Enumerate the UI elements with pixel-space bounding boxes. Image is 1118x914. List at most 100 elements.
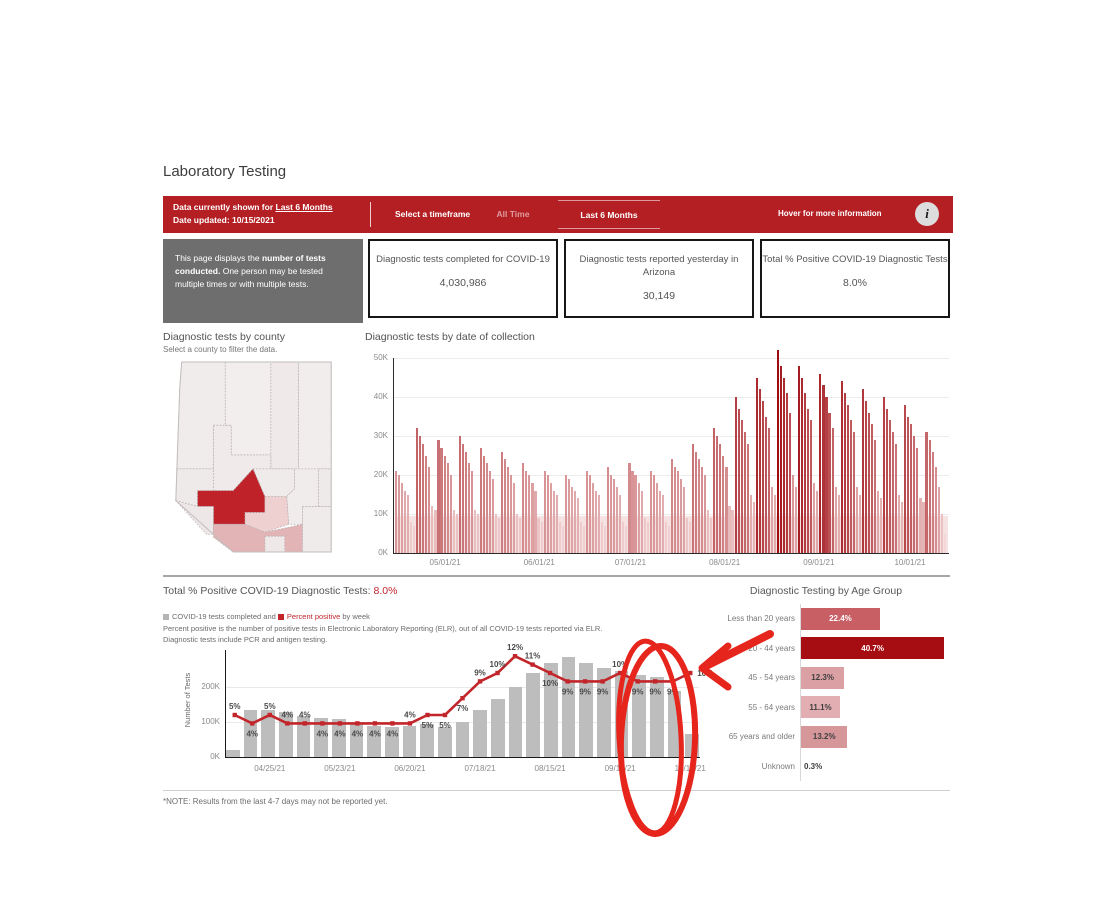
- daily-bar[interactable]: [473, 510, 476, 553]
- daily-bar[interactable]: [937, 486, 940, 553]
- daily-bar[interactable]: [704, 475, 707, 553]
- daily-bar[interactable]: [601, 521, 604, 553]
- daily-bar[interactable]: [467, 463, 470, 553]
- daily-bar[interactable]: [628, 463, 631, 553]
- daily-bar[interactable]: [558, 521, 561, 553]
- daily-bar[interactable]: [649, 471, 652, 553]
- percent-positive-point[interactable]: [495, 670, 500, 676]
- daily-bar[interactable]: [716, 436, 719, 553]
- daily-bar[interactable]: [561, 525, 564, 553]
- percent-positive-point[interactable]: [530, 662, 535, 667]
- county-greenlee[interactable]: [317, 468, 332, 507]
- daily-bar[interactable]: [464, 451, 467, 553]
- daily-bar[interactable]: [786, 393, 789, 553]
- weekly-tests-bar[interactable]: [402, 726, 417, 757]
- daily-bar[interactable]: [543, 471, 546, 553]
- daily-bar[interactable]: [492, 478, 495, 553]
- daily-bar[interactable]: [867, 412, 870, 553]
- daily-bar[interactable]: [737, 408, 740, 553]
- tab-all-time[interactable]: All Time: [496, 209, 530, 219]
- weekly-tests-bar[interactable]: [420, 723, 434, 757]
- daily-bar[interactable]: [767, 428, 770, 553]
- weekly-tests-bar[interactable]: [261, 709, 275, 757]
- daily-bar[interactable]: [643, 517, 646, 553]
- daily-bar[interactable]: [901, 502, 904, 553]
- daily-bar[interactable]: [598, 494, 601, 553]
- daily-bar[interactable]: [861, 389, 864, 553]
- daily-bar[interactable]: [658, 490, 661, 553]
- daily-bar[interactable]: [876, 490, 880, 553]
- age-bar[interactable]: 40.7%: [801, 637, 945, 660]
- daily-bar[interactable]: [579, 521, 582, 553]
- daily-bar[interactable]: [804, 393, 807, 553]
- daily-bar[interactable]: [619, 494, 622, 553]
- daily-bar[interactable]: [789, 412, 792, 553]
- daily-bar[interactable]: [582, 525, 586, 553]
- daily-bar[interactable]: [676, 471, 679, 553]
- daily-bar[interactable]: [831, 428, 834, 553]
- daily-bar[interactable]: [819, 373, 822, 553]
- daily-bar[interactable]: [555, 494, 558, 553]
- daily-bar[interactable]: [913, 436, 916, 553]
- daily-bar[interactable]: [528, 475, 531, 553]
- daily-bar[interactable]: [640, 490, 643, 553]
- daily-bar[interactable]: [416, 428, 419, 553]
- tab-last-6-months[interactable]: Last 6 Months: [558, 200, 660, 229]
- daily-bar[interactable]: [707, 510, 710, 553]
- daily-bar[interactable]: [589, 475, 592, 553]
- daily-bar[interactable]: [570, 486, 573, 553]
- daily-bar[interactable]: [698, 459, 701, 553]
- daily-bar[interactable]: [549, 482, 552, 553]
- weekly-tests-bar[interactable]: [385, 727, 399, 757]
- percent-positive-point[interactable]: [670, 679, 675, 684]
- daily-bar[interactable]: [498, 517, 501, 553]
- daily-bar[interactable]: [734, 397, 737, 553]
- daily-bar[interactable]: [476, 514, 479, 553]
- info-icon[interactable]: i: [915, 202, 939, 226]
- daily-bar[interactable]: [749, 494, 752, 553]
- daily-bar[interactable]: [446, 463, 449, 553]
- daily-bar[interactable]: [419, 436, 422, 553]
- daily-bar[interactable]: [616, 486, 619, 553]
- weekly-tests-bar[interactable]: [579, 662, 593, 757]
- daily-bar[interactable]: [922, 502, 925, 553]
- daily-bar[interactable]: [631, 471, 634, 553]
- daily-bar[interactable]: [516, 514, 519, 553]
- daily-bar[interactable]: [798, 365, 801, 553]
- daily-bar[interactable]: [495, 514, 498, 553]
- age-bar[interactable]: 13.2%: [801, 725, 848, 748]
- daily-bar[interactable]: [779, 365, 783, 553]
- daily-bar[interactable]: [725, 467, 728, 553]
- daily-bar[interactable]: [886, 408, 889, 553]
- daily-bar[interactable]: [722, 455, 725, 553]
- daily-bar[interactable]: [719, 443, 722, 553]
- weekly-tests-bar[interactable]: [597, 667, 611, 757]
- daily-bar[interactable]: [461, 443, 464, 553]
- daily-bar[interactable]: [576, 498, 579, 553]
- weekly-tests-bar[interactable]: [526, 673, 540, 757]
- daily-bar[interactable]: [607, 467, 610, 553]
- daily-bar[interactable]: [567, 478, 570, 553]
- percent-positive-point[interactable]: [565, 679, 570, 684]
- daily-bar[interactable]: [773, 494, 776, 553]
- percent-positive-point[interactable]: [460, 696, 465, 701]
- percent-positive-point[interactable]: [232, 712, 237, 718]
- daily-bar[interactable]: [585, 471, 589, 553]
- daily-bar[interactable]: [864, 400, 867, 553]
- daily-bar[interactable]: [531, 482, 534, 553]
- daily-bar[interactable]: [776, 350, 780, 553]
- daily-bar[interactable]: [634, 475, 637, 553]
- percent-positive-point[interactable]: [600, 679, 605, 684]
- daily-bar[interactable]: [667, 525, 670, 553]
- daily-bar[interactable]: [637, 482, 640, 553]
- weekly-tests-bar[interactable]: [226, 750, 240, 757]
- daily-bar[interactable]: [883, 397, 886, 553]
- daily-bar[interactable]: [910, 424, 913, 553]
- daily-bar[interactable]: [622, 521, 625, 553]
- daily-bar[interactable]: [728, 506, 731, 553]
- county-coconino[interactable]: [224, 361, 272, 456]
- daily-bar[interactable]: [889, 420, 892, 553]
- daily-bar[interactable]: [501, 451, 504, 553]
- daily-bar[interactable]: [810, 420, 813, 553]
- daily-bar[interactable]: [783, 377, 786, 553]
